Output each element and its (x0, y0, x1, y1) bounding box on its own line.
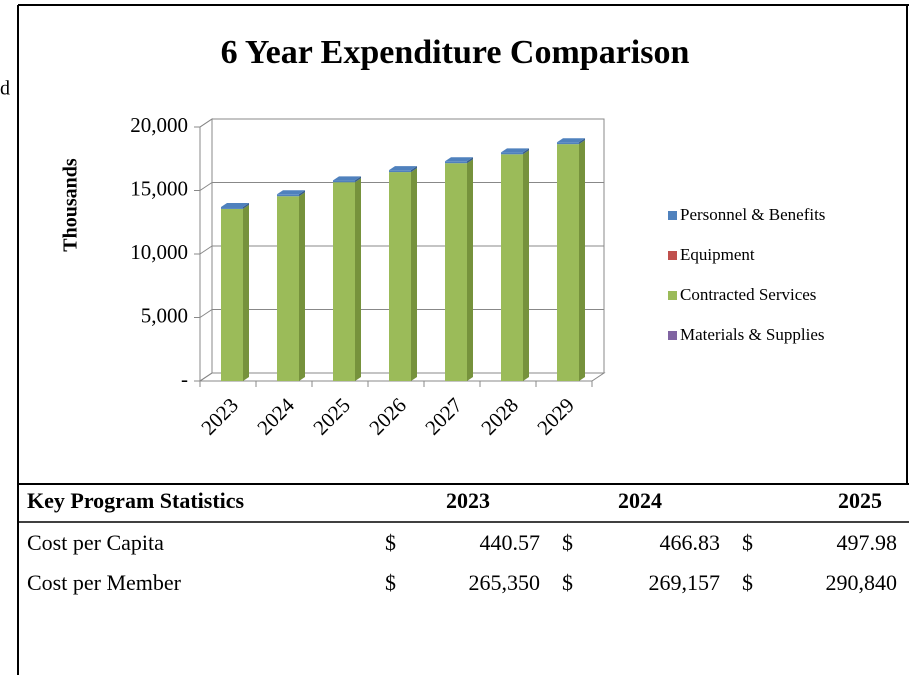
table-cell: 269,157 (649, 570, 721, 595)
grid-line-side (199, 118, 213, 128)
y-tick-label: 10,000 (130, 240, 188, 264)
grid-line-side (199, 182, 213, 191)
bar-top (389, 166, 417, 171)
x-tick-label: 2029 (532, 393, 579, 440)
legend-label: Materials & Supplies (680, 325, 824, 344)
bar-top (221, 203, 249, 208)
legend-swatch (668, 331, 677, 340)
x-tick-label: 2028 (476, 393, 523, 440)
grid-line-side (199, 309, 213, 318)
x-tick-label: 2026 (364, 393, 411, 440)
legend-swatch (668, 291, 677, 300)
y-tick-label: 15,000 (130, 176, 188, 200)
bar-top (277, 190, 305, 195)
legend-label: Equipment (680, 245, 755, 264)
table-cell: $ (562, 570, 573, 595)
bar-top (557, 138, 585, 143)
chart-title: 6 Year Expenditure Comparison (221, 34, 690, 71)
table-cell: 497.98 (837, 530, 898, 555)
bar (557, 142, 579, 145)
bar-side (411, 168, 417, 381)
bar-side (579, 138, 585, 145)
bar-side (523, 148, 529, 155)
bar-side (299, 192, 305, 381)
bar (445, 163, 467, 381)
table-cell: $ (742, 570, 753, 595)
grid-line-side (199, 245, 213, 255)
bar (389, 172, 411, 381)
table-cell: 265,350 (469, 570, 541, 595)
bar-side (299, 190, 305, 197)
bar-side (243, 204, 249, 381)
bar (501, 152, 523, 155)
bar (221, 207, 243, 209)
bar-top (445, 157, 473, 162)
bar-side (467, 159, 473, 381)
table-header: 2024 (618, 488, 662, 513)
table-header: 2023 (446, 488, 490, 513)
bar (389, 170, 411, 173)
bar-top (333, 176, 361, 181)
legend-label: Contracted Services (680, 285, 816, 304)
bar (445, 161, 467, 164)
table-cell: $ (562, 530, 573, 555)
bar (333, 180, 355, 183)
x-tick-label: 2024 (252, 393, 299, 440)
bar-side (579, 140, 585, 381)
bar (221, 208, 243, 381)
y-axis-label: Thousands (60, 158, 82, 252)
bar (333, 182, 355, 381)
bar-side (411, 166, 417, 173)
y-tick-label: - (181, 367, 188, 391)
bar-side (467, 157, 473, 164)
y-tick-label: 20,000 (130, 113, 188, 137)
left-fragment: d (0, 78, 10, 100)
table-cell: $ (385, 530, 396, 555)
x-tick-label: 2025 (308, 393, 355, 440)
bar (501, 154, 523, 381)
table-cell: $ (742, 530, 753, 555)
table-header: 2025 (838, 488, 882, 513)
legend-swatch (668, 251, 677, 260)
bar-side (355, 178, 361, 381)
bar (277, 196, 299, 381)
table-cell: 466.83 (660, 530, 721, 555)
grid-line-side (199, 372, 213, 382)
legend-swatch (668, 211, 677, 220)
table-header: Key Program Statistics (27, 488, 245, 513)
bar-side (243, 203, 249, 209)
x-tick-label: 2023 (196, 393, 243, 440)
table-cell: 440.57 (480, 530, 541, 555)
bar (277, 194, 299, 197)
x-tick-label: 2027 (420, 393, 467, 440)
table-cell: Cost per Capita (27, 530, 164, 555)
bar-side (355, 176, 361, 183)
bar-top (501, 148, 529, 153)
bar-side (523, 150, 529, 381)
table-cell: $ (385, 570, 396, 595)
table-cell: 290,840 (826, 570, 898, 595)
y-tick-label: 5,000 (141, 303, 188, 327)
legend-label: Personnel & Benefits (680, 205, 825, 224)
table-cell: Cost per Member (27, 570, 182, 595)
bar (557, 144, 579, 381)
